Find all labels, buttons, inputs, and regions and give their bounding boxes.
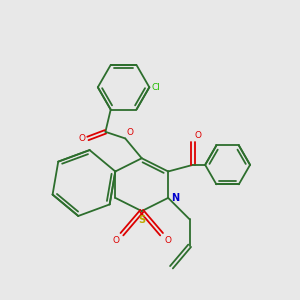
Text: Cl: Cl <box>152 83 161 92</box>
Text: O: O <box>79 134 86 143</box>
Text: N: N <box>172 193 180 203</box>
Text: S: S <box>138 215 145 225</box>
Text: O: O <box>112 236 119 245</box>
Text: O: O <box>195 131 202 140</box>
Text: O: O <box>127 128 134 137</box>
Text: O: O <box>164 236 171 245</box>
